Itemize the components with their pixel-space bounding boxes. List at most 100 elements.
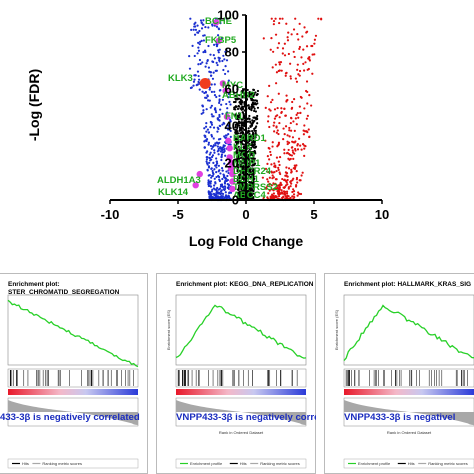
up-point: [278, 61, 281, 64]
ns-point: [253, 119, 256, 123]
down-point: [213, 57, 216, 60]
up-point: [266, 178, 269, 181]
down-point: [204, 90, 208, 94]
x-tick-label: -10: [101, 207, 120, 222]
down-point: [215, 45, 219, 48]
ns-point: [242, 136, 245, 140]
ns-point: [253, 99, 256, 102]
up-point: [272, 50, 275, 53]
up-point: [300, 148, 303, 151]
down-point: [218, 58, 221, 62]
down-point: [218, 119, 221, 122]
up-point: [284, 179, 287, 182]
up-point: [273, 117, 277, 120]
down-point: [207, 143, 210, 146]
up-point: [262, 196, 265, 199]
up-point: [276, 46, 279, 49]
gene-label-aldh1a3: ALDH1A3: [157, 175, 201, 186]
up-point: [289, 157, 292, 161]
up-point: [277, 142, 280, 146]
legend-label: Hits: [22, 461, 29, 466]
down-point: [211, 169, 214, 173]
legend-label: Ranking metric scores: [428, 461, 468, 466]
up-point: [286, 142, 289, 146]
ns-point: [250, 156, 253, 160]
down-point: [215, 196, 218, 200]
up-point: [302, 129, 305, 132]
down-point: [211, 174, 214, 177]
down-point: [210, 104, 214, 107]
ns-point: [254, 132, 257, 135]
ns-point: [238, 129, 241, 132]
up-point: [297, 137, 301, 140]
ns-point: [237, 166, 240, 170]
ns-point: [249, 188, 253, 191]
down-point: [209, 74, 213, 77]
up-point: [295, 113, 298, 116]
ns-point: [241, 149, 245, 152]
up-point: [281, 196, 284, 199]
up-point: [276, 106, 279, 110]
down-point: [207, 183, 210, 186]
down-point: [216, 145, 219, 148]
ns-point: [254, 129, 257, 132]
down-point: [217, 188, 220, 191]
up-point: [276, 114, 279, 117]
es-ylabel: Enrichment score (ES): [334, 309, 339, 350]
ns-point: [241, 195, 245, 198]
down-point: [199, 62, 202, 65]
up-point: [298, 47, 301, 50]
es-curve: [343, 304, 474, 362]
ns-point: [241, 190, 244, 193]
up-point: [286, 178, 289, 182]
x-tick-label: 5: [310, 207, 317, 222]
down-point: [215, 157, 218, 160]
up-point: [280, 107, 283, 110]
up-point: [303, 69, 306, 72]
up-point: [301, 143, 305, 146]
up-point: [268, 189, 271, 192]
down-point: [221, 98, 224, 101]
up-point: [313, 53, 316, 56]
up-point: [288, 135, 291, 138]
ns-point: [236, 107, 240, 111]
up-point: [283, 132, 286, 136]
up-point: [320, 18, 323, 21]
up-point: [303, 124, 306, 127]
down-point: [210, 147, 213, 150]
down-point: [210, 121, 213, 124]
up-point: [273, 108, 277, 111]
ns-point: [238, 164, 241, 167]
x-tick-label: 10: [375, 207, 389, 222]
up-point: [270, 184, 273, 187]
down-point: [208, 99, 211, 102]
up-point: [268, 108, 271, 111]
up-point: [297, 116, 300, 119]
gsea-plot-2: Enrichment plot: KEGG_DNA_REPLICATION Enr…: [156, 273, 316, 474]
down-point: [205, 108, 208, 111]
down-point: [219, 185, 222, 188]
up-point: [305, 117, 308, 120]
ns-point: [251, 161, 254, 164]
ns-point: [251, 91, 254, 94]
ns-point: [237, 124, 241, 127]
gene-point: [212, 19, 220, 26]
ns-point: [234, 131, 237, 134]
es-box: [175, 294, 307, 366]
ns-point: [237, 169, 241, 172]
down-point: [212, 161, 215, 165]
down-point: [229, 103, 232, 106]
ns-point: [240, 152, 243, 155]
up-point: [283, 42, 286, 45]
down-point: [223, 182, 227, 185]
ns-point: [250, 141, 253, 144]
up-point: [278, 121, 281, 125]
up-point: [283, 148, 286, 151]
ns-point: [250, 107, 253, 110]
gene-point: [229, 185, 236, 193]
gene-label-dhcr24: DHCR24: [233, 166, 272, 177]
up-point: [268, 176, 271, 179]
down-point: [215, 61, 218, 64]
down-point: [228, 124, 231, 128]
down-point: [217, 138, 221, 141]
